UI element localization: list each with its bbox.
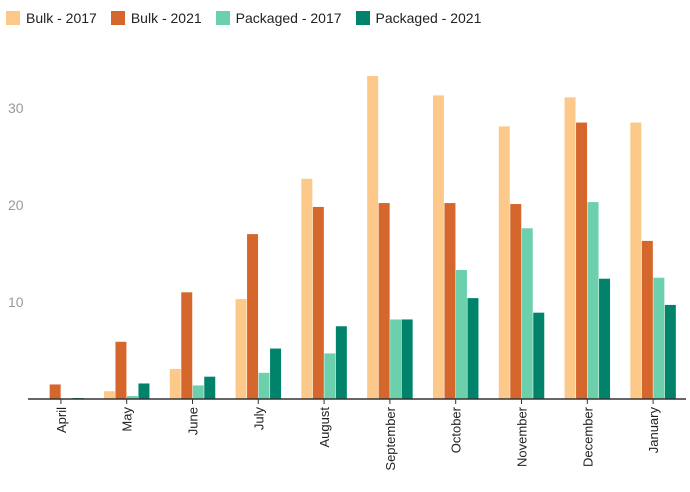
x-tick-label: June <box>186 407 201 435</box>
bar-packaged-2017-december[interactable] <box>587 202 599 399</box>
bar-bulk-2017-june[interactable] <box>169 368 181 399</box>
y-tick-label: 10 <box>8 294 24 310</box>
bar-bulk-2017-october[interactable] <box>432 95 444 399</box>
bar-bulk-2017-january[interactable] <box>630 122 642 400</box>
legend-label-bulk-2021: Bulk - 2021 <box>130 10 202 26</box>
y-tick-label: 30 <box>8 100 24 116</box>
bar-packaged-2017-november[interactable] <box>521 228 533 399</box>
x-tick-label: November <box>515 406 530 467</box>
bar-bulk-2021-december[interactable] <box>576 122 588 400</box>
legend-item-packaged-2017[interactable]: Packaged - 2017 <box>215 10 342 26</box>
legend-item-bulk-2017[interactable]: Bulk - 2017 <box>6 10 97 26</box>
x-tick-label: August <box>317 407 332 448</box>
bar-bulk-2017-august[interactable] <box>301 178 313 399</box>
legend-swatch-bulk-2017 <box>6 11 20 25</box>
bar-packaged-2021-december[interactable] <box>599 278 611 399</box>
legend: Bulk - 2017 Bulk - 2021 Packaged - 2017 … <box>6 10 495 26</box>
bar-packaged-2021-may[interactable] <box>138 383 150 399</box>
bar-bulk-2017-may[interactable] <box>103 391 115 399</box>
bar-bulk-2021-january[interactable] <box>641 240 653 399</box>
bar-bulk-2021-june[interactable] <box>181 292 193 399</box>
legend-label-packaged-2021: Packaged - 2021 <box>375 10 482 26</box>
bar-bulk-2017-september[interactable] <box>367 75 379 400</box>
bar-packaged-2021-august[interactable] <box>335 326 347 399</box>
legend-label-bulk-2017: Bulk - 2017 <box>26 10 97 26</box>
bar-packaged-2021-september[interactable] <box>401 319 413 399</box>
bar-packaged-2021-october[interactable] <box>467 298 479 399</box>
bar-bulk-2017-december[interactable] <box>564 97 576 399</box>
x-tick-label: April <box>54 407 69 433</box>
legend-item-bulk-2021[interactable]: Bulk - 2021 <box>110 10 202 26</box>
bar-bulk-2021-september[interactable] <box>378 203 390 399</box>
bar-packaged-2021-june[interactable] <box>204 376 216 399</box>
bar-packaged-2021-january[interactable] <box>664 304 676 399</box>
legend-swatch-packaged-2017 <box>215 11 230 25</box>
x-tick-label: October <box>449 406 464 453</box>
bar-bulk-2021-april[interactable] <box>49 384 61 399</box>
bar-bulk-2021-july[interactable] <box>247 234 259 399</box>
legend-label-packaged-2017: Packaged - 2017 <box>235 10 342 26</box>
bar-packaged-2017-september[interactable] <box>390 319 402 399</box>
x-tick-label: January <box>646 407 661 454</box>
bar-packaged-2017-january[interactable] <box>653 277 665 399</box>
bar-packaged-2017-october[interactable] <box>455 269 467 399</box>
bar-bulk-2021-august[interactable] <box>312 206 324 399</box>
x-tick-label: May <box>120 407 135 432</box>
bar-bulk-2017-july[interactable] <box>235 299 247 399</box>
x-tick-label: September <box>383 406 398 470</box>
bar-bulk-2017-november[interactable] <box>498 126 510 400</box>
bar-packaged-2017-may[interactable] <box>126 396 138 399</box>
bar-bulk-2021-may[interactable] <box>115 341 127 399</box>
bar-bulk-2021-october[interactable] <box>444 203 456 399</box>
x-tick-label: July <box>251 407 266 431</box>
bar-packaged-2021-november[interactable] <box>533 312 545 399</box>
legend-item-packaged-2021[interactable]: Packaged - 2021 <box>355 10 482 26</box>
legend-swatch-bulk-2021 <box>110 11 125 25</box>
x-tick-label: December <box>580 406 595 467</box>
bar-packaged-2017-june[interactable] <box>192 385 204 399</box>
bar-packaged-2021-july[interactable] <box>270 348 282 399</box>
bar-packaged-2017-july[interactable] <box>258 372 270 399</box>
bar-bulk-2021-november[interactable] <box>510 204 522 399</box>
legend-swatch-packaged-2021 <box>355 11 370 25</box>
bar-packaged-2017-august[interactable] <box>324 353 336 399</box>
y-tick-label: 20 <box>8 197 24 213</box>
